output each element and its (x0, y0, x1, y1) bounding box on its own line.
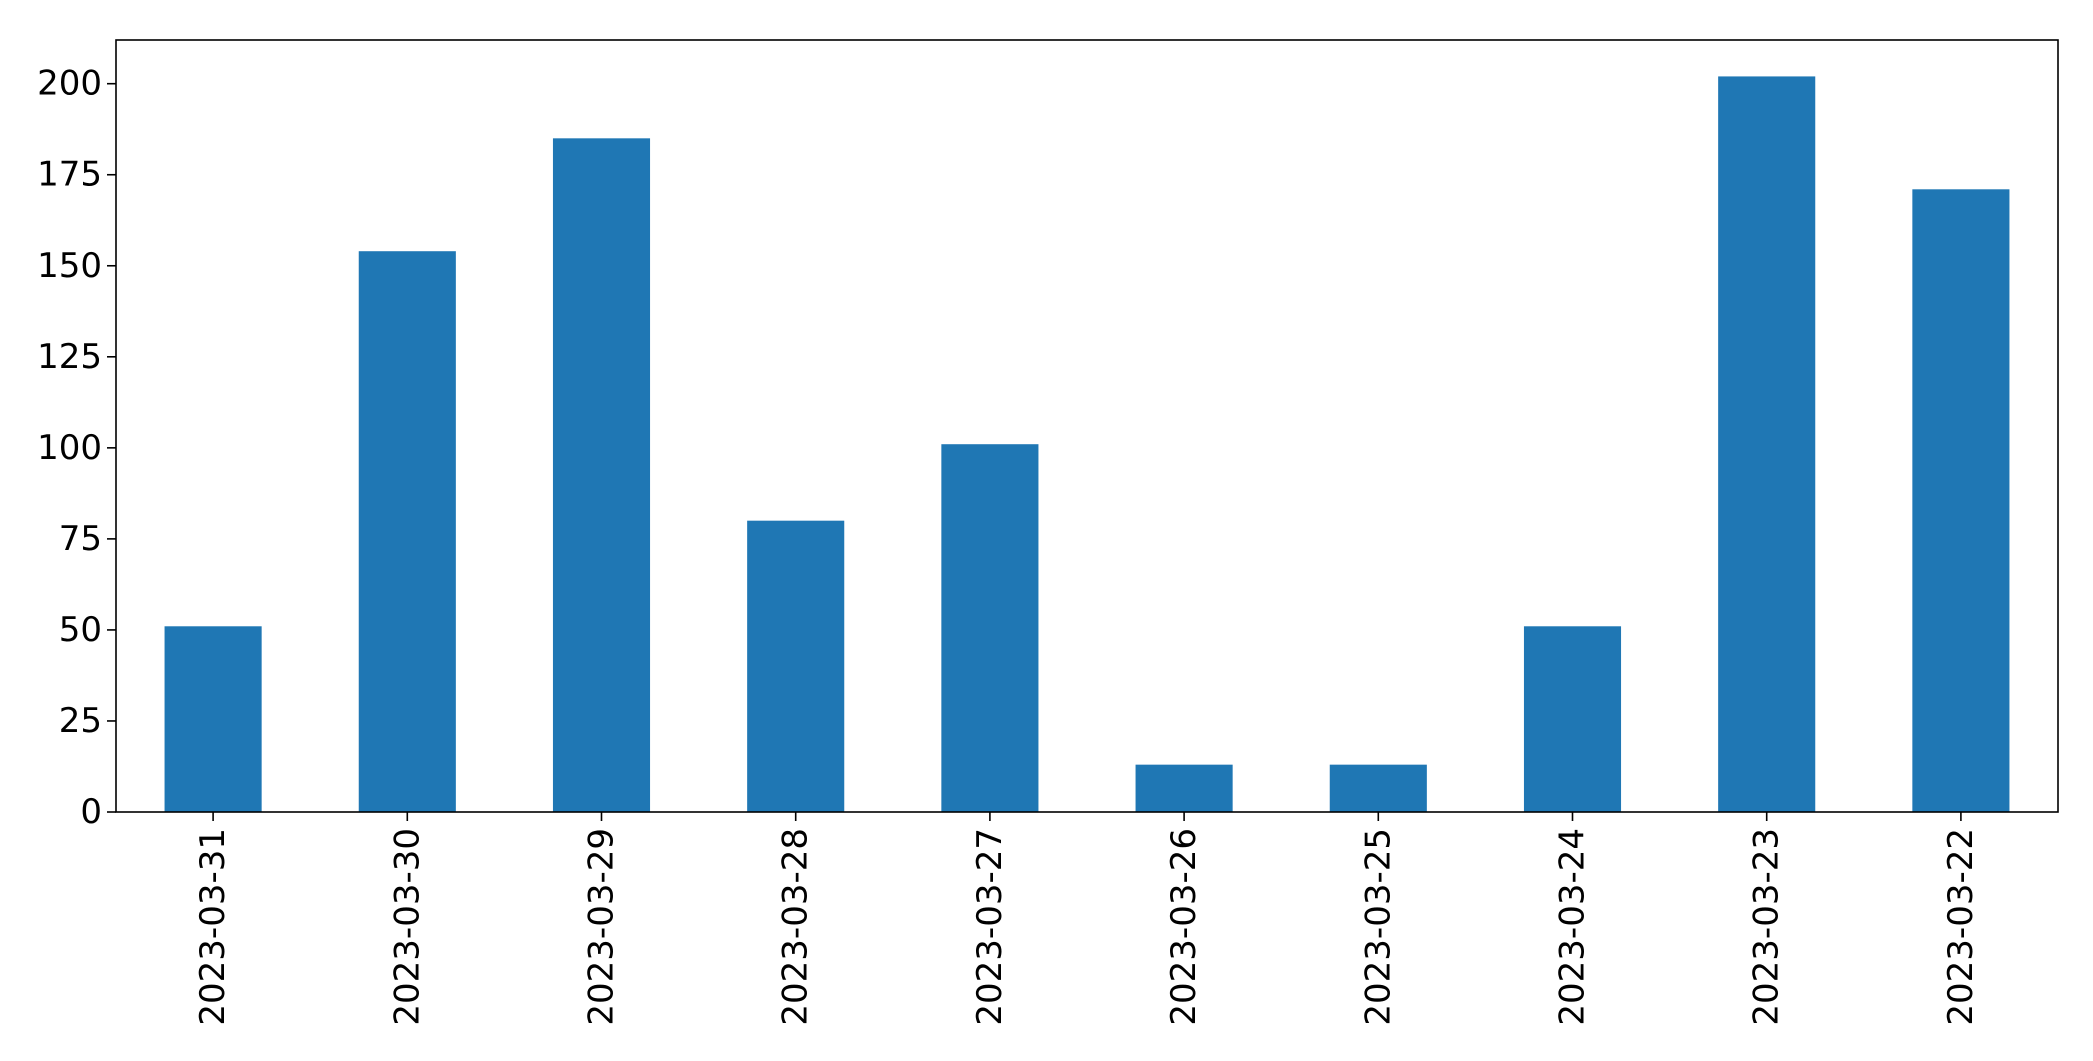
bar-2023-03-29 (552, 138, 651, 813)
bar-2023-03-22 (1912, 189, 2010, 812)
bar-2023-03-27 (941, 444, 1039, 812)
x-tick-label: 2023-03-24 (1553, 828, 1593, 1026)
y-tick-label: 150 (37, 246, 102, 286)
y-tick-label: 100 (37, 428, 102, 468)
x-tick-label: 2023-03-26 (1164, 828, 1204, 1026)
x-tick-label: 2023-03-23 (1747, 828, 1787, 1026)
x-axis-ticks: 2023-03-31 2023-03-30 2023-03-29 2023-03-28… (193, 812, 1981, 1026)
x-tick-label: 2023-03-31 (193, 828, 233, 1026)
y-tick-label: 50 (59, 610, 102, 650)
bars-group (164, 76, 2010, 813)
y-tick-label: 200 (37, 64, 102, 104)
plot-frame (115, 39, 2059, 813)
x-tick-label: 2023-03-27 (970, 828, 1010, 1026)
x-tick-label: 2023-03-28 (776, 828, 816, 1026)
x-tick-label: 2023-03-25 (1358, 828, 1398, 1026)
bar-2023-03-31 (164, 626, 262, 812)
bar-2023-03-24 (1523, 626, 1622, 812)
x-tick-label: 2023-03-30 (387, 828, 427, 1026)
bar-2023-03-25 (1329, 764, 1427, 812)
bar-2023-03-30 (358, 251, 456, 813)
y-axis-ticks: 0 25 50 75 100 125 150 175 200 (37, 64, 116, 832)
y-tick-label: 125 (37, 337, 102, 377)
bar-2023-03-23 (1718, 76, 1816, 812)
bar-2023-03-26 (1135, 764, 1233, 812)
y-tick-label: 175 (37, 155, 102, 195)
x-tick-label: 2023-03-22 (1941, 828, 1981, 1026)
y-tick-label: 75 (59, 519, 102, 559)
y-tick-label: 25 (59, 701, 102, 741)
y-tick-label: 0 (80, 792, 102, 832)
bar-2023-03-28 (747, 520, 845, 812)
x-tick-label: 2023-03-29 (582, 828, 622, 1026)
